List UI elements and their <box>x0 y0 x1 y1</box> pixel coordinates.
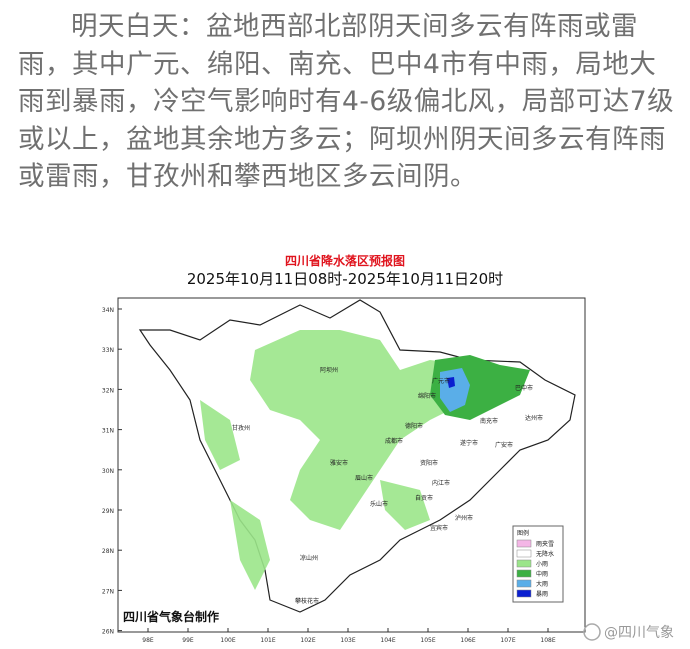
city-label: 阿坝州 <box>320 366 338 374</box>
city-label: 宜宾市 <box>430 524 448 532</box>
legend-title: 图例 <box>517 529 529 537</box>
city-label: 资阳市 <box>420 459 438 467</box>
lat-label: 26N <box>102 629 114 636</box>
lat-label: 33N <box>102 347 114 354</box>
lon-labels: 98E 99E 100E 101E 102E 103E 104E 105E 106E 107E 10… <box>142 628 556 644</box>
lon-label: 103E <box>340 637 355 644</box>
city-label: 雅安市 <box>330 459 348 467</box>
city-label: 遂宁市 <box>460 439 478 447</box>
city-label: 自贡市 <box>415 494 433 502</box>
lon-label: 100E <box>220 637 235 644</box>
map-subtitle: 2025年10月11日08时-2025年10月11日20时 <box>187 270 503 288</box>
lon-label: 107E <box>500 637 515 644</box>
city-label: 广元市 <box>432 377 450 385</box>
legend-label: 中雨 <box>536 570 548 578</box>
rainstorm-area <box>447 377 455 388</box>
watermark-icon <box>583 623 601 641</box>
map-title: 四川省降水落区预报图 <box>285 253 405 268</box>
lat-label: 34N <box>102 307 114 314</box>
legend-swatch <box>516 549 532 558</box>
legend-label: 雨夹雪 <box>536 540 554 548</box>
light-rain-area <box>200 400 430 590</box>
lat-label: 28N <box>102 548 114 555</box>
lat-label: 30N <box>102 468 114 475</box>
legend-label: 暴雨 <box>536 591 548 598</box>
watermark: @四川气象 <box>604 625 674 641</box>
lat-labels: 34N 33N 32N 31N 30N 29N 28N 27N 26N <box>102 307 122 636</box>
city-label: 巴中市 <box>515 384 533 392</box>
legend-swatch <box>516 559 532 568</box>
lon-label: 101E <box>260 637 275 644</box>
city-label: 泸州市 <box>455 514 473 522</box>
city-label: 攀枝花市 <box>295 597 319 605</box>
city-label: 凉山州 <box>300 554 318 562</box>
lon-label: 106E <box>460 637 475 644</box>
city-label: 广安市 <box>495 441 513 449</box>
legend-label: 小雨 <box>536 560 548 568</box>
city-label: 德阳市 <box>405 422 423 430</box>
lat-label: 27N <box>102 588 114 595</box>
legend-swatch <box>516 579 532 588</box>
legend-swatch <box>516 589 532 598</box>
city-label: 南充市 <box>480 417 498 425</box>
legend-swatch <box>516 539 532 548</box>
city-label: 达州市 <box>525 414 543 422</box>
legend-label: 大雨 <box>536 580 548 588</box>
city-label: 眉山市 <box>355 474 373 482</box>
lon-label: 104E <box>380 637 395 644</box>
city-label: 内江市 <box>432 479 450 487</box>
city-label: 成都市 <box>385 437 403 445</box>
city-label: 乐山市 <box>370 500 388 508</box>
legend-label: 无降水 <box>536 550 554 558</box>
credit: 四川省气象台制作 <box>123 609 219 624</box>
lon-label: 108E <box>540 637 555 644</box>
legend-swatch <box>516 569 532 578</box>
lat-label: 31N <box>102 428 114 435</box>
lat-label: 32N <box>102 387 114 394</box>
city-label: 甘孜州 <box>232 424 250 432</box>
lon-label: 98E <box>142 637 154 644</box>
lon-label: 99E <box>182 637 194 644</box>
city-label: 绵阳市 <box>418 392 436 400</box>
lat-label: 29N <box>102 508 114 515</box>
forecast-text: 明天白天：盆地西部北部阴天间多云有阵雨或雷雨，其中广元、绵阳、南充、巴中4市有中… <box>18 11 675 192</box>
lon-label: 105E <box>420 637 435 644</box>
lon-label: 102E <box>300 637 315 644</box>
